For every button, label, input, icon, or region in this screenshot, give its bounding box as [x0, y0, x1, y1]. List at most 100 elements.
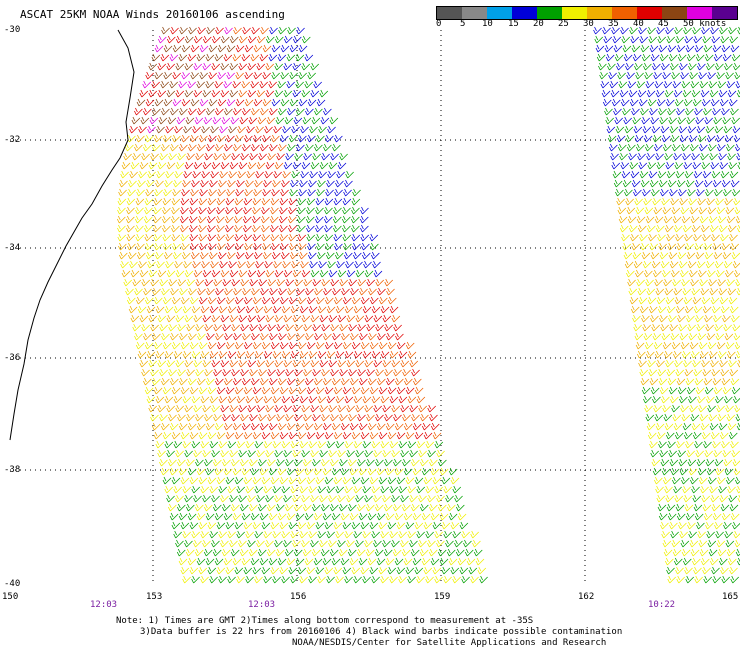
wind-barb: [342, 476, 352, 485]
wind-barb: [307, 134, 316, 143]
wind-barb: [303, 413, 312, 422]
wind-barb: [186, 368, 195, 377]
lat-label: -30: [4, 25, 21, 35]
wind-barb: [180, 206, 189, 215]
wind-barb: [148, 359, 158, 368]
wind-barb: [184, 404, 193, 413]
wind-barb: [605, 116, 614, 125]
wind-barb: [165, 170, 174, 179]
wind-barb: [159, 413, 168, 422]
wind-barb: [207, 296, 217, 305]
wind-barb: [359, 215, 369, 224]
wind-barb: [229, 161, 239, 170]
wind-barb: [301, 35, 311, 44]
wind-barb: [643, 197, 652, 206]
wind-barb: [678, 323, 687, 332]
wind-barb: [419, 503, 429, 512]
wind-barb: [341, 287, 350, 296]
wind-barb: [328, 404, 337, 413]
wind-barb: [712, 512, 722, 521]
wind-barb: [255, 260, 264, 269]
wind-barb: [400, 494, 409, 503]
wind-barb: [633, 260, 643, 269]
wind-barb: [689, 404, 698, 413]
wind-barb: [195, 368, 204, 377]
wind-barb: [380, 485, 390, 494]
wind-barb: [661, 197, 670, 206]
wind-barb: [319, 161, 329, 170]
wind-barb: [178, 467, 188, 476]
wind-barb: [208, 251, 218, 260]
wind-barb: [649, 44, 659, 53]
wind-barb: [712, 440, 721, 449]
wind-barb: [287, 332, 296, 341]
wind-barb: [237, 260, 246, 269]
wind-barb: [673, 422, 683, 431]
wind-barb: [327, 125, 336, 134]
wind-barb: [265, 62, 275, 71]
wind-barb: [251, 377, 260, 386]
wind-barb: [659, 251, 669, 260]
wind-barb: [164, 440, 174, 449]
wind-barb: [725, 206, 735, 215]
wind-barb: [690, 215, 700, 224]
wind-barb: [219, 260, 228, 269]
wind-barb: [332, 377, 341, 386]
wind-barb: [217, 251, 227, 260]
wind-barb: [216, 341, 226, 350]
wind-barb: [679, 332, 689, 341]
wind-barb: [654, 80, 664, 89]
wind-barb: [245, 305, 255, 314]
wind-barb: [339, 278, 349, 287]
wind-barb: [706, 395, 715, 404]
wind-barb: [176, 548, 186, 557]
wind-barb: [127, 242, 136, 251]
wind-barb: [234, 224, 243, 233]
wind-barb: [644, 143, 654, 152]
wind-barb: [180, 197, 190, 206]
wind-barb: [184, 62, 194, 71]
wind-barb: [319, 494, 328, 503]
wind-barb: [141, 278, 151, 287]
wind-barb: [221, 503, 231, 512]
wind-barb: [680, 269, 689, 278]
wind-barb: [216, 566, 226, 575]
wind-barb: [649, 179, 659, 188]
wind-barb: [351, 233, 361, 242]
wind-barb: [411, 413, 420, 422]
wind-barb: [289, 44, 299, 53]
wind-barb: [680, 71, 689, 80]
wind-barb: [238, 269, 248, 278]
wind-barb: [653, 71, 662, 80]
wind-barb: [672, 548, 682, 557]
wind-barb: [147, 125, 156, 134]
wind-barb: [298, 242, 307, 251]
wind-barb: [711, 368, 721, 377]
wind-barb: [181, 134, 190, 143]
wind-barb: [119, 179, 128, 188]
wind-barb: [269, 107, 278, 116]
wind-barb: [238, 494, 247, 503]
wind-barb: [171, 476, 181, 485]
wind-barb: [299, 350, 309, 359]
wind-barb: [667, 377, 677, 386]
wind-barb: [323, 287, 332, 296]
wind-barb: [317, 395, 327, 404]
wind-barb: [686, 386, 696, 395]
colorbar-segment: [562, 7, 587, 19]
wind-barb: [396, 521, 406, 530]
wind-barb: [351, 476, 361, 485]
wind-barb: [268, 512, 278, 521]
wind-barb: [700, 224, 710, 233]
wind-barb: [150, 413, 159, 422]
wind-barb: [339, 458, 348, 467]
wind-barb: [211, 359, 221, 368]
wind-barb: [398, 530, 407, 539]
cb-tick: 25: [558, 19, 569, 29]
wind-barb: [300, 260, 309, 269]
wind-barb: [669, 458, 679, 467]
wind-barb: [607, 134, 617, 143]
wind-barb: [721, 575, 731, 584]
wind-barb: [621, 35, 631, 44]
wind-barb: [245, 530, 254, 539]
